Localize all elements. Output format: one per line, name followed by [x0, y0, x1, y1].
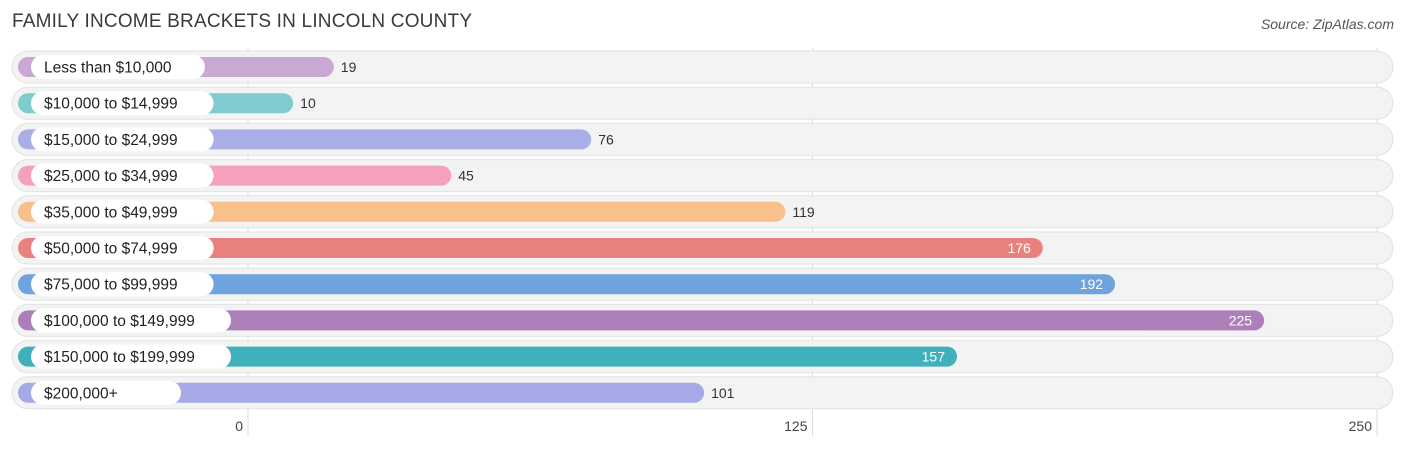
category-label-pill — [31, 91, 214, 116]
source-credit: Source: ZipAtlas.com — [1260, 16, 1394, 32]
bar — [18, 310, 1265, 331]
category-label-pill — [31, 199, 214, 224]
value-label: 45 — [458, 168, 474, 184]
value-label: 76 — [598, 131, 614, 147]
bar-row: Less than $10,000 19 — [11, 50, 1394, 84]
category-label: $200,000+ — [44, 385, 118, 402]
bar-row: $25,000 to $34,999 45 — [11, 159, 1394, 193]
bar — [18, 382, 705, 403]
category-label: $50,000 to $74,999 — [44, 241, 178, 258]
bar — [18, 274, 1116, 295]
x-tick-label: 0 — [235, 418, 243, 434]
bar-row: $10,000 to $14,999 10 — [11, 86, 1394, 120]
category-label-pill — [31, 272, 214, 297]
x-tick-label: 125 — [784, 418, 808, 434]
x-tick-label: 250 — [1349, 418, 1373, 434]
category-label: $100,000 to $149,999 — [44, 313, 195, 330]
category-label-pill — [31, 163, 214, 188]
bar-row: $75,000 to $99,999 192 — [11, 267, 1394, 301]
category-label-pill — [31, 380, 181, 405]
value-label: 10 — [300, 95, 316, 111]
category-label: $15,000 to $24,999 — [44, 132, 178, 149]
bar-row: $35,000 to $49,999 119 — [11, 195, 1394, 229]
category-label: $10,000 to $14,999 — [44, 96, 178, 113]
category-label-pill — [31, 236, 214, 260]
category-label-pill — [31, 308, 231, 333]
bar-row: $100,000 to $149,999 225 — [11, 303, 1394, 337]
category-label: $75,000 to $99,999 — [44, 277, 178, 294]
value-label: 176 — [1007, 240, 1031, 256]
bar-row: $15,000 to $24,999 76 — [11, 122, 1394, 156]
category-label: $25,000 to $34,999 — [44, 168, 178, 185]
bar — [18, 238, 1043, 258]
value-label: 101 — [711, 385, 735, 401]
bar-row: $150,000 to $199,999 157 — [11, 340, 1394, 374]
value-label: 157 — [922, 349, 946, 365]
value-label: 119 — [792, 204, 815, 220]
category-label-pill — [31, 344, 231, 369]
chart-title: FAMILY INCOME BRACKETS IN LINCOLN COUNTY — [12, 11, 473, 32]
category-label: Less than $10,000 — [44, 60, 172, 77]
category-label: $150,000 to $199,999 — [44, 349, 195, 366]
value-label: 192 — [1080, 276, 1104, 292]
bar-row: $50,000 to $74,999 176 — [11, 231, 1394, 265]
category-label: $35,000 to $49,999 — [44, 204, 178, 221]
bar — [18, 346, 958, 367]
category-label-pill — [31, 127, 214, 152]
bar-track — [11, 50, 1394, 84]
value-label: 19 — [341, 59, 357, 75]
bar-track — [11, 86, 1394, 120]
category-label-pill — [31, 55, 205, 79]
bar-row: $200,000+ 101 — [11, 376, 1394, 410]
value-label: 225 — [1229, 312, 1253, 328]
